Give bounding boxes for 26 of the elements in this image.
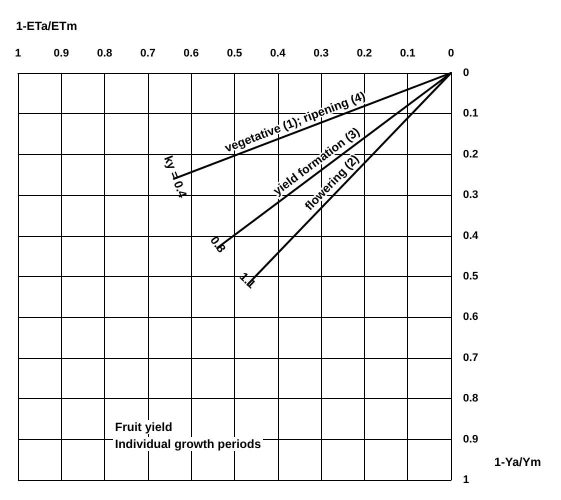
y-tick-label: 0.8 [463,392,478,405]
y-tick-label: 0.4 [463,230,480,242]
y-axis-title: 1-Ya/Ym [494,455,542,469]
y-tick-label: 0.2 [463,148,478,160]
x-tick-label: 0.7 [140,48,156,60]
y-tick-label: 0 [463,67,470,79]
y-tick-label: 0.1 [463,108,478,120]
annotation: Fruit yield [115,420,172,434]
y-tick-label: 0.3 [463,189,478,202]
y-tick-label: 0.9 [463,433,478,446]
x-axis-title: 1-ETa/ETm [16,19,78,33]
x-tick-label: 0.6 [184,48,199,60]
x-tick-label: 0.2 [356,48,372,60]
x-tick-label: 0.3 [313,48,329,60]
x-tick-label: 0.8 [96,48,112,60]
y-tick-label: 0.6 [463,311,478,324]
x-tick-label: 0 [448,48,454,60]
x-tick-label: 0.1 [400,48,416,60]
x-tick-label: 0.4 [270,48,286,60]
y-tick-label: 0.5 [463,270,478,282]
annotation: Individual growth periods [115,437,262,451]
x-tick-label: 0.5 [226,48,242,60]
x-tick-label: 0.9 [54,48,69,60]
y-tick-label: 0.7 [463,352,478,364]
x-tick-label: 1 [14,48,22,60]
y-tick-label: 1 [463,474,470,486]
